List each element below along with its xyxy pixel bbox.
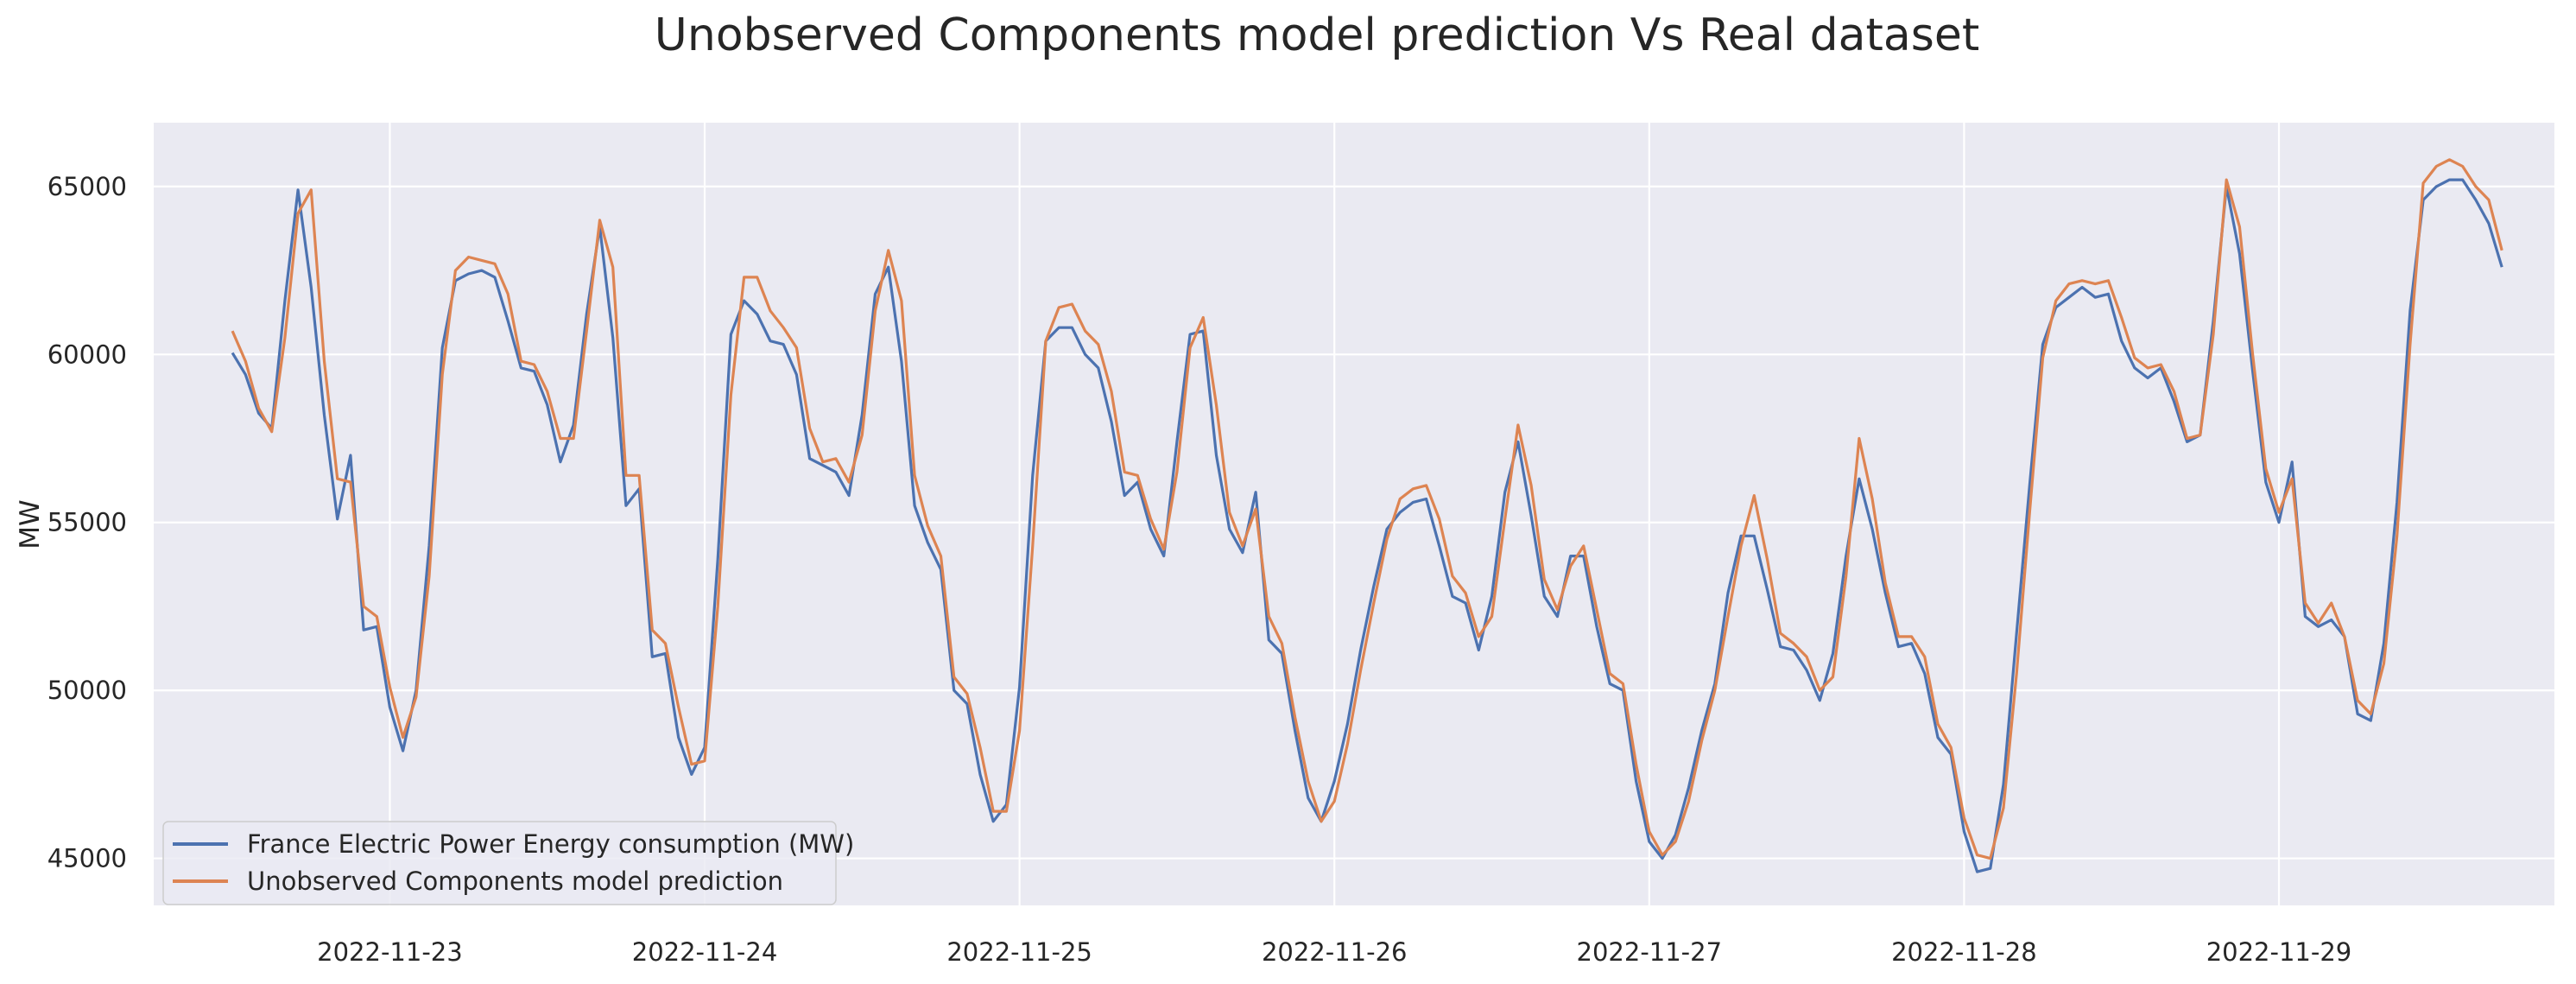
legend-label-consumption: France Electric Power Energy consumption… (247, 829, 854, 859)
grid (154, 123, 2554, 905)
plot-area (154, 123, 2554, 905)
legend-box (162, 821, 837, 905)
y-tick-label: 45000 (47, 844, 127, 873)
x-tick-labels: 2022-11-23 2022-11-24 2022-11-25 2022-11-26… (317, 937, 2351, 967)
x-tick-label: 2022-11-25 (946, 937, 1092, 967)
y-tick-label: 55000 (47, 508, 127, 537)
y-tick-labels: 45000 50000 55000 60000 65000 (47, 172, 127, 873)
x-tick-label: 2022-11-24 (632, 937, 778, 967)
x-tick-label: 2022-11-26 (1262, 937, 1408, 967)
legend: France Electric Power Energy consumption… (162, 821, 854, 905)
series-line-prediction (231, 158, 2503, 860)
x-tick-label: 2022-11-28 (1891, 937, 2037, 967)
y-tick-label: 65000 (47, 172, 127, 201)
x-tick-label: 2022-11-27 (1577, 937, 1723, 967)
series-lines (231, 158, 2503, 873)
x-tick-label: 2022-11-29 (2206, 937, 2352, 967)
series-line-consumption (231, 178, 2503, 873)
chart-title: Unobserved Components model prediction V… (655, 10, 1979, 61)
y-tick-label: 50000 (47, 676, 127, 705)
y-tick-label: 60000 (47, 340, 127, 369)
y-axis-label: MW (15, 499, 46, 549)
legend-label-prediction: Unobserved Components model prediction (247, 867, 783, 896)
x-tick-label: 2022-11-23 (317, 937, 463, 967)
